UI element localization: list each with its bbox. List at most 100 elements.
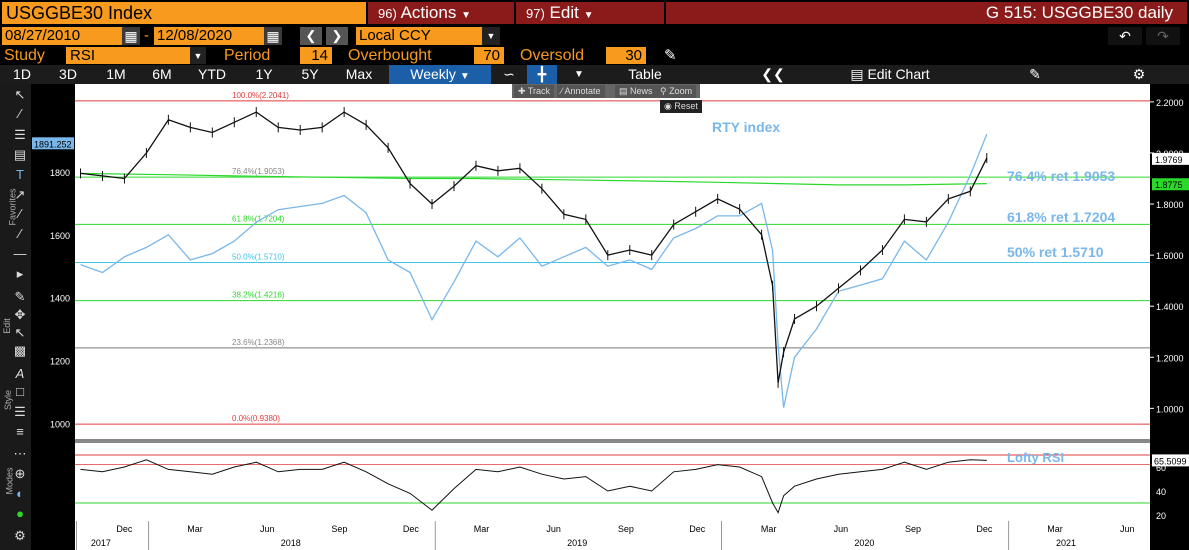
line-tool-icon[interactable]: ∕ <box>18 106 22 121</box>
frequency-select[interactable]: Weekly ▼ <box>389 65 491 84</box>
chevron-down-icon[interactable]: ▼ <box>190 47 206 64</box>
trendline-icon[interactable]: ∕ <box>18 206 22 221</box>
reset-label: Reset <box>674 101 698 111</box>
text-tool-icon[interactable]: T <box>16 167 24 182</box>
collapse-icon[interactable]: ❮❮ <box>761 66 785 82</box>
ticker-field[interactable]: USGGBE30 Index <box>2 2 366 24</box>
period-1m[interactable]: 1M <box>106 66 126 82</box>
rsi-tick-label: 20 <box>1156 511 1166 521</box>
oversold-input[interactable]: 30 <box>606 47 646 64</box>
month-tick-label: Mar <box>187 524 203 534</box>
actions-number: 96) <box>378 6 397 21</box>
reset-button[interactable]: ◉ Reset <box>660 100 702 113</box>
bar-chart-icon[interactable]: ╋ <box>527 65 557 84</box>
period-5y[interactable]: 5Y <box>301 66 319 82</box>
dotted-line-icon[interactable]: ⋯ <box>13 446 27 461</box>
trash-icon[interactable]: ▩ <box>13 343 27 358</box>
crosshair-icon[interactable]: ⊕ <box>14 466 26 481</box>
annotate-icon: ∕ <box>561 86 563 96</box>
left-value-label: 1891.252 <box>34 139 72 149</box>
move-icon[interactable]: ✥ <box>14 307 26 322</box>
draw-icon[interactable]: ✎ <box>1029 66 1041 82</box>
color-icon[interactable]: ● <box>16 506 24 521</box>
pane-divider[interactable] <box>75 439 1150 443</box>
calendar-icon[interactable]: ▦ <box>122 27 140 45</box>
settings-small-icon[interactable]: ⚙ <box>14 528 26 543</box>
calendar-icon[interactable]: ▦ <box>264 27 282 45</box>
track-icon: ✚ <box>518 86 526 96</box>
ray-icon[interactable]: ↗ <box>14 187 26 202</box>
edit-menu-button[interactable]: 97) Edit ▼ <box>516 2 664 24</box>
annotate-button[interactable]: ∕ Annotate <box>557 85 605 98</box>
fib-label: 100.0%(2.2041) <box>232 91 289 100</box>
track-button[interactable]: ✚ Track <box>514 85 555 98</box>
period-ytd[interactable]: YTD <box>198 66 226 82</box>
undo-icon[interactable]: ↶ <box>1108 27 1142 45</box>
pen-icon[interactable]: ✎ <box>14 289 26 304</box>
pencil-icon[interactable]: ✎ <box>664 47 677 64</box>
gear-icon[interactable]: ⚙ <box>1132 66 1146 82</box>
last-value-label: 1.8775 <box>1155 180 1183 190</box>
period-label: Period <box>224 47 271 64</box>
left-tick-label: 1200 <box>50 356 70 366</box>
year-tick-label: 2021 <box>1056 538 1076 548</box>
line-style-icon[interactable]: ☰ <box>14 404 26 419</box>
font-icon[interactable]: A <box>15 366 25 381</box>
right-tick-label: 1.6000 <box>1156 251 1184 261</box>
mode-icon[interactable]: ◐ <box>16 486 24 501</box>
period-toolbar: 1D 3D 1M 6M YTD 1Y 5Y Max Weekly ▼ ∽ ╋ ▼… <box>0 65 1189 84</box>
news-button[interactable]: ▤ News <box>615 85 657 98</box>
rsi-line <box>80 459 987 514</box>
end-date-field[interactable]: 12/08/2020 <box>154 27 264 45</box>
chart-area[interactable]: 100.0%(2.2041) 76.4%(1.9053) 61.8%(1.7204)… <box>32 84 1189 550</box>
edit-chart-button[interactable]: ▤ Edit Chart <box>830 65 950 84</box>
right-tick-label: 1.0000 <box>1156 404 1184 414</box>
previous-button[interactable]: ❮ <box>300 27 322 45</box>
annotate-label: Annotate <box>564 86 601 96</box>
period-1y[interactable]: 1Y <box>255 66 273 82</box>
period-6m[interactable]: 6M <box>152 66 172 82</box>
currency-select[interactable]: Local CCY <box>356 27 482 45</box>
main-plot[interactable] <box>75 84 1150 439</box>
left-tick-label: 1800 <box>50 168 70 178</box>
period-1d[interactable]: 1D <box>13 66 31 82</box>
fib-tool-icon[interactable]: ▤ <box>13 147 27 162</box>
channel-icon[interactable]: ▸ <box>16 266 24 281</box>
rsi-plot[interactable] <box>75 443 1150 521</box>
fib-label: 61.8%(1.7204) <box>232 214 285 223</box>
sections-icon[interactable]: ☰ <box>14 127 26 142</box>
last-value-tag <box>1152 152 1189 165</box>
period-3d[interactable]: 3D <box>59 66 77 82</box>
period-max[interactable]: Max <box>345 66 373 82</box>
last-value-label: 1.9769 <box>1155 155 1183 165</box>
cursor-icon[interactable]: ↖ <box>14 87 26 102</box>
month-tick-label: Sep <box>331 524 347 534</box>
year-tick-label: 2020 <box>854 538 874 548</box>
edit-side-label: Edit <box>1 318 12 334</box>
chevron-down-icon[interactable]: ▼ <box>574 69 584 80</box>
right-tick-label: 1.2000 <box>1156 353 1184 363</box>
horizontal-line-icon[interactable]: — <box>13 246 27 261</box>
start-date-field[interactable]: 08/27/2010 <box>2 27 122 45</box>
line-weight-icon[interactable]: ≡ <box>16 424 24 439</box>
arrow-icon[interactable]: ↖ <box>14 325 26 340</box>
moving-average-line <box>80 172 987 186</box>
date-range-bar: 08/27/2010 ▦ - 12/08/2020 ▦ ❮ ❯ Local CC… <box>0 26 1189 46</box>
table-button[interactable]: Table <box>628 66 662 82</box>
study-bar: Study RSI ▼ Period 14 Overbought 70 Over… <box>0 46 1189 65</box>
left-value-tag <box>32 137 74 150</box>
fill-icon[interactable]: □ <box>16 384 24 399</box>
chevron-down-icon[interactable]: ▼ <box>482 27 500 45</box>
fib-label: 38.2%(1.4216) <box>232 291 285 300</box>
period-input[interactable]: 14 <box>300 47 332 64</box>
study-select[interactable]: RSI <box>66 47 190 64</box>
zoom-button[interactable]: ⚲ Zoom <box>656 85 697 98</box>
extend-line-icon[interactable]: ∕ <box>18 226 22 241</box>
fib-50-annotation: 50% ret 1.5710 <box>1007 244 1104 260</box>
redo-icon[interactable]: ↷ <box>1146 27 1180 45</box>
overbought-input[interactable]: 70 <box>474 47 504 64</box>
actions-menu-button[interactable]: 96) Actions ▼ <box>368 2 514 24</box>
fib-label: 0.0%(0.9380) <box>232 414 280 423</box>
next-button[interactable]: ❯ <box>326 27 348 45</box>
line-chart-icon[interactable]: ∽ <box>503 66 515 82</box>
